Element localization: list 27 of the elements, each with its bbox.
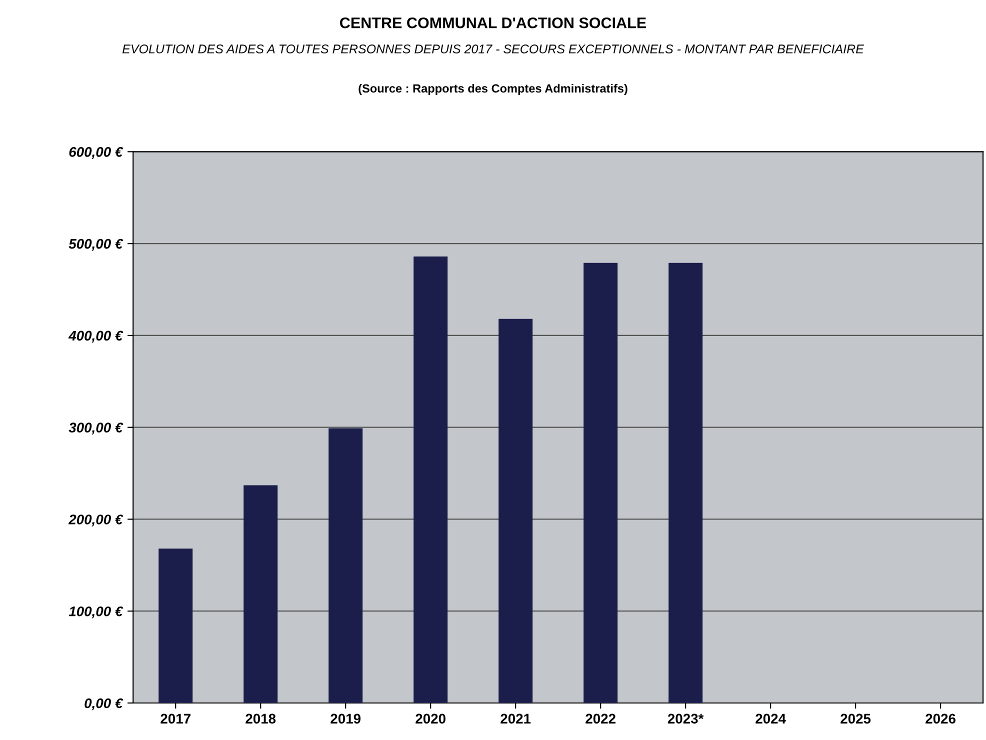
bar <box>328 428 363 703</box>
bar <box>414 256 448 703</box>
x-tick-label: 2024 <box>756 714 786 724</box>
y-tick-label: 300,00 € <box>68 422 124 435</box>
bar <box>498 318 533 703</box>
bar <box>668 262 703 703</box>
chart-title: CENTRE COMMUNAL D'ACTION SOCIALE <box>340 17 646 28</box>
x-tick-label: 2021 <box>500 714 531 724</box>
y-tick-label: 600,00 € <box>69 147 124 159</box>
y-tick-label: 100,00 € <box>68 606 124 618</box>
x-tick-label: 2025 <box>840 714 871 724</box>
bar <box>584 262 618 703</box>
x-tick-label: 2020 <box>416 714 446 724</box>
x-tick-label: 2017 <box>160 714 190 724</box>
x-tick-label: 2026 <box>926 714 956 724</box>
x-tick-label: 2018 <box>246 714 276 724</box>
bar <box>158 548 193 703</box>
y-tick-label: 0,00 € <box>84 698 124 710</box>
x-tick-label: 2019 <box>330 714 361 724</box>
x-tick-label: 2023* <box>668 714 704 724</box>
y-tick-label: 400,00 € <box>68 330 124 343</box>
chart-subtitle: EVOLUTION DES AIDES A TOUTES PERSONNES DEPUIS 2017 - SECOURS EXCEPTIONNELS - MONTANT PAR BENEFICIAIRE <box>122 44 864 54</box>
y-tick-label: 200,00 € <box>68 514 124 526</box>
bar <box>244 485 278 703</box>
y-tick-label: 500,00 € <box>68 238 124 251</box>
x-tick-label: 2022 <box>586 714 616 724</box>
text: (Source : Rapports des Comptes Administratifs) <box>358 84 628 95</box>
